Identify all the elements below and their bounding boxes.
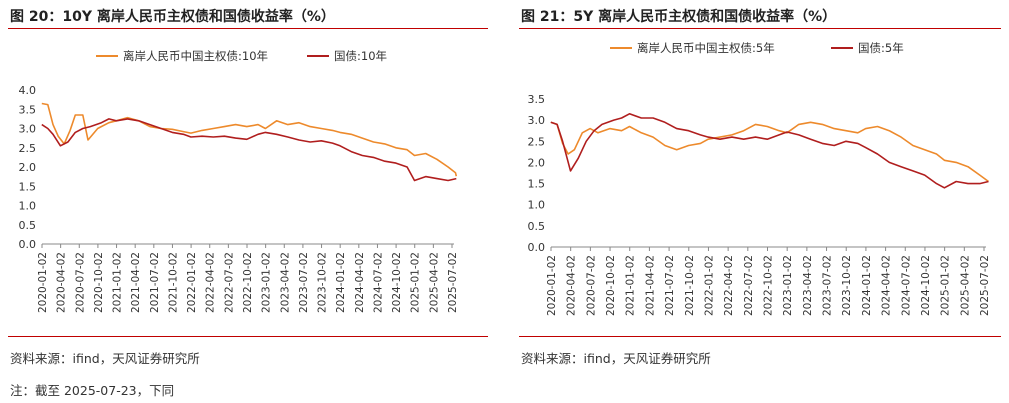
x-tick-label: 2025-01-02 — [410, 252, 422, 313]
y-tick-label: 4.0 — [19, 84, 37, 97]
x-tick-label: 2023-10-02 — [317, 252, 329, 313]
y-tick-label: 1.0 — [528, 199, 546, 212]
x-tick-label: 2021-04-02 — [130, 252, 142, 313]
legend-label: 离岸人民币中国主权债:10年 — [123, 49, 268, 63]
x-tick-label: 2022-07-02 — [223, 252, 235, 313]
y-tick-label: 3.5 — [19, 103, 37, 116]
note-text: 注：截至 2025-07-23，下同 — [10, 383, 175, 398]
y-tick-label: 0.0 — [19, 238, 37, 251]
source-text: 资料来源：ifind，天风证券研究所 — [10, 351, 200, 366]
title-divider — [8, 28, 488, 29]
x-tick-label: 2022-04-02 — [205, 252, 217, 313]
x-tick-label: 2020-10-02 — [93, 252, 105, 313]
x-tick-label: 2023-04-02 — [802, 255, 814, 316]
chart-5y: 0.0 0.5 1.0 1.5 2.0 2.5 3.0 3.5 2020-01-02 2020-0… — [528, 41, 992, 316]
legend-label: 离岸人民币中国主权债:5年 — [637, 41, 775, 55]
x-tick-label: 2024-04-02 — [881, 255, 893, 316]
x-tick-label: 2023-07-02 — [298, 252, 310, 313]
y-tick-label: 3.5 — [528, 93, 546, 106]
chart-title-5y: 图 21：5Y 离岸人民币主权债和国债收益率（%） — [521, 9, 837, 25]
x-tick-label: 2022-01-02 — [186, 252, 198, 313]
series-line — [550, 113, 989, 189]
y-tick-label: 0.0 — [528, 241, 546, 254]
x-tick-label: 2022-10-02 — [763, 255, 775, 316]
footer-divider — [519, 336, 1001, 337]
x-tick-label: 2020-01-02 — [546, 255, 558, 316]
footer-divider — [8, 336, 488, 337]
x-tick-label: 2022-01-02 — [703, 255, 715, 316]
x-tick-label: 2021-01-02 — [112, 252, 124, 313]
x-tick-label: 2020-07-02 — [74, 252, 86, 313]
x-tick-label: 2023-01-02 — [261, 252, 273, 313]
x-tick-label: 2020-04-02 — [56, 252, 68, 313]
series-line — [550, 121, 989, 183]
x-tick-label: 2025-07-02 — [979, 255, 991, 316]
x-tick-label: 2024-01-02 — [861, 255, 873, 316]
x-tick-label: 2025-01-02 — [940, 255, 952, 316]
x-tick-label: 2023-04-02 — [279, 252, 291, 313]
x-tick-label: 2024-04-02 — [354, 252, 366, 313]
y-tick-label: 2.5 — [528, 135, 546, 148]
x-tick-label: 2023-07-02 — [822, 255, 834, 316]
x-tick-label: 2024-07-02 — [372, 252, 384, 313]
x-tick-label: 2024-01-02 — [335, 252, 347, 313]
x-tick-label: 2024-10-02 — [391, 252, 403, 313]
y-tick-label: 1.5 — [19, 180, 37, 193]
legend-label: 国债:10年 — [334, 49, 387, 63]
y-tick-label: 2.0 — [528, 156, 546, 169]
x-tick-label: 2022-07-02 — [743, 255, 755, 316]
y-tick-label: 0.5 — [528, 220, 546, 233]
x-tick-label: 2023-01-02 — [782, 255, 794, 316]
x-tick-label: 2021-01-02 — [625, 255, 637, 316]
x-tick-label: 2025-04-02 — [959, 255, 971, 316]
series-line — [41, 118, 457, 182]
x-tick-label: 2024-07-02 — [900, 255, 912, 316]
y-tick-label: 2.5 — [19, 142, 37, 155]
y-tick-label: 1.0 — [19, 200, 37, 213]
y-tick-label: 3.0 — [528, 114, 546, 127]
x-tick-label: 2022-04-02 — [723, 255, 735, 316]
x-tick-label: 2021-07-02 — [664, 255, 676, 316]
chart-10y: 0.0 0.5 1.0 1.5 2.0 2.5 3.0 3.5 4.0 2020-01-02 202… — [19, 49, 460, 313]
x-tick-label: 2021-07-02 — [149, 252, 161, 313]
x-tick-label: 2020-01-02 — [37, 252, 49, 313]
y-tick-label: 0.5 — [19, 219, 37, 232]
chart-title-10y: 图 20：10Y 离岸人民币主权债和国债收益率（%） — [10, 9, 335, 25]
title-divider — [519, 28, 1001, 29]
x-tick-label: 2020-07-02 — [585, 255, 597, 316]
x-tick-label: 2025-07-02 — [447, 252, 459, 313]
series-line — [41, 102, 458, 177]
x-tick-label: 2020-04-02 — [566, 255, 578, 316]
x-tick-label: 2021-10-02 — [167, 252, 179, 313]
x-tick-label: 2025-04-02 — [428, 252, 440, 313]
legend-label: 国债:5年 — [858, 41, 904, 55]
source-text: 资料来源：ifind，天风证券研究所 — [521, 351, 711, 366]
x-tick-label: 2024-10-02 — [920, 255, 932, 316]
x-tick-label: 2020-10-02 — [605, 255, 617, 316]
y-tick-label: 2.0 — [19, 161, 37, 174]
y-tick-label: 3.0 — [19, 123, 37, 136]
x-tick-label: 2021-10-02 — [684, 255, 696, 316]
y-tick-label: 1.5 — [528, 178, 546, 191]
x-tick-label: 2021-04-02 — [644, 255, 656, 316]
x-tick-label: 2023-10-02 — [841, 255, 853, 316]
x-tick-label: 2022-10-02 — [242, 252, 254, 313]
